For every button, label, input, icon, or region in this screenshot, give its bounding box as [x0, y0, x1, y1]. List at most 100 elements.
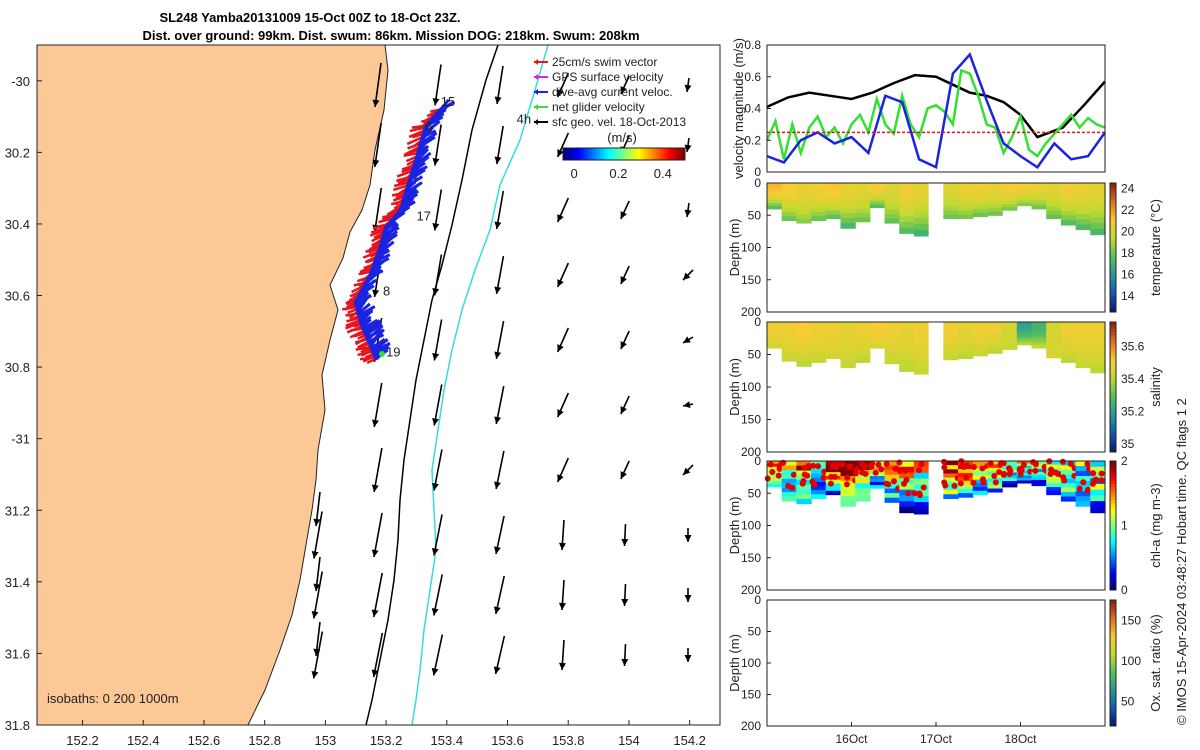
- heatmap-cell: [796, 187, 812, 193]
- colorbar-frame: [1109, 460, 1117, 591]
- heatmap-cell: [1046, 214, 1062, 220]
- heatmap-cell: [811, 322, 827, 328]
- swim-vector: [350, 327, 364, 332]
- colorbar-cell: [563, 148, 566, 160]
- swim-vector: [406, 135, 424, 146]
- heatmap-cell: [1002, 186, 1018, 190]
- heatmap-cell: [1090, 495, 1106, 502]
- colorbar-cell: [1110, 490, 1116, 494]
- geo-vector-head: [371, 484, 379, 492]
- heatmap-cell: [796, 322, 812, 328]
- y-tick-label: 200: [741, 305, 761, 319]
- colorbar-frame: [1109, 321, 1117, 453]
- heatmap-cell: [899, 354, 915, 362]
- chl-sample-dot: [805, 462, 812, 469]
- heatmap-cell: [943, 194, 959, 200]
- colorbar-cell: [1110, 234, 1116, 239]
- heatmap-cell: [1090, 361, 1106, 368]
- heatmap-cell: [1031, 327, 1047, 332]
- heatmap-cell: [811, 326, 827, 332]
- colorbar-cell: [1110, 328, 1116, 333]
- y-tick-label: 0: [754, 165, 761, 179]
- geo-vector: [313, 571, 323, 619]
- legend-label: GPS surface velocity: [552, 70, 663, 84]
- geo-vector-head: [431, 547, 439, 556]
- heatmap-cell: [796, 351, 812, 357]
- colorbar-cell: [617, 148, 621, 160]
- colorbar-cell: [1110, 247, 1116, 252]
- heatmap-cell: [767, 322, 783, 326]
- chl-sample-dot: [951, 482, 958, 489]
- colorbar-cell: [1110, 448, 1116, 453]
- swim-vector: [359, 355, 376, 361]
- colorbar-cell: [619, 148, 623, 160]
- heatmap-cell: [913, 188, 930, 196]
- x-tick-label: 152.8: [248, 733, 281, 748]
- colorbar-cell: [1110, 241, 1116, 245]
- heatmap-cell: [899, 332, 915, 340]
- depth-ylabel: Depth (m): [727, 497, 742, 555]
- colorbar-cell: [1110, 390, 1116, 394]
- heatmap-cell: [958, 330, 974, 335]
- heatmap-cell: [825, 183, 842, 188]
- colorbar-cell: [1110, 551, 1116, 556]
- heatmap-cell: [840, 183, 856, 189]
- heatmap-cell: [1075, 193, 1091, 200]
- heatmap-cell: [943, 494, 959, 500]
- heatmap-cell: [1046, 206, 1062, 212]
- heatmap-cell: [796, 346, 812, 353]
- heatmap-cell: [840, 471, 856, 477]
- geo-vector-head: [371, 549, 379, 557]
- heatmap-cell: [811, 490, 827, 495]
- geo-vector-head: [684, 209, 692, 217]
- heatmap-cell: [899, 501, 915, 508]
- heatmap-cell: [943, 214, 959, 220]
- heatmap-cell: [1090, 188, 1106, 196]
- heatmap-cell: [1075, 501, 1091, 507]
- colorbar-cell: [1110, 691, 1116, 695]
- heatmap-cell: [972, 325, 989, 331]
- heatmap-cell: [1075, 362, 1091, 369]
- colorbar-cell: [1110, 586, 1116, 591]
- y-tick-label: 50: [748, 348, 762, 362]
- colorbar-cell: [1110, 208, 1116, 213]
- colorbar-cell: [1110, 531, 1116, 536]
- map-x-ticks: 152.2 152.4 152.6 152.8 153 153.2 153.4 153.6 15…: [66, 720, 706, 748]
- heatmap-cell: [972, 194, 989, 199]
- heatmap-cell: [1031, 466, 1047, 470]
- colorbar-cell: [650, 148, 653, 160]
- heatmap-cell: [1060, 206, 1077, 212]
- heatmap-cell: [1090, 194, 1106, 201]
- chl-sample-dot: [769, 468, 776, 475]
- colorbar-cell: [1110, 361, 1116, 365]
- heatmap-cell: [840, 357, 856, 364]
- geo-vector-head: [620, 406, 627, 414]
- colorbar-cell: [1110, 266, 1116, 271]
- figure-title-line2: Dist. over ground: 99km. Dist. swum: 86k…: [142, 28, 639, 43]
- x-tick-label: 153: [315, 733, 337, 748]
- heatmap-cell: [1046, 464, 1062, 470]
- y-tick-label: 31.6: [5, 646, 30, 661]
- heatmap-cell: [811, 330, 827, 337]
- heatmap-cell: [767, 475, 783, 479]
- current-vector: [367, 324, 384, 341]
- heatmap-cell: [781, 461, 797, 467]
- geo-vector-head: [684, 595, 692, 602]
- chl-sample-dot: [853, 466, 860, 473]
- colorbar-cell: [1110, 519, 1116, 523]
- geo-vector-head: [313, 648, 321, 656]
- heatmap-cell: [855, 195, 871, 201]
- heatmap-cell: [987, 200, 1003, 206]
- heatmap-cell: [855, 187, 871, 193]
- heatmap-cell: [958, 202, 974, 208]
- swim-vector: [393, 181, 410, 188]
- chl-sample-dot: [839, 461, 846, 468]
- y-tick-label: 0.8: [744, 38, 761, 52]
- heatmap-cell: [987, 349, 1003, 354]
- heatmap-cell: [987, 208, 1003, 213]
- colorbar-cell: [1110, 279, 1116, 284]
- heatmap-cell: [1060, 496, 1077, 502]
- colorbar-cell: [1110, 354, 1116, 359]
- geo-vector-head: [311, 610, 319, 619]
- heatmap-cell: [1002, 192, 1018, 196]
